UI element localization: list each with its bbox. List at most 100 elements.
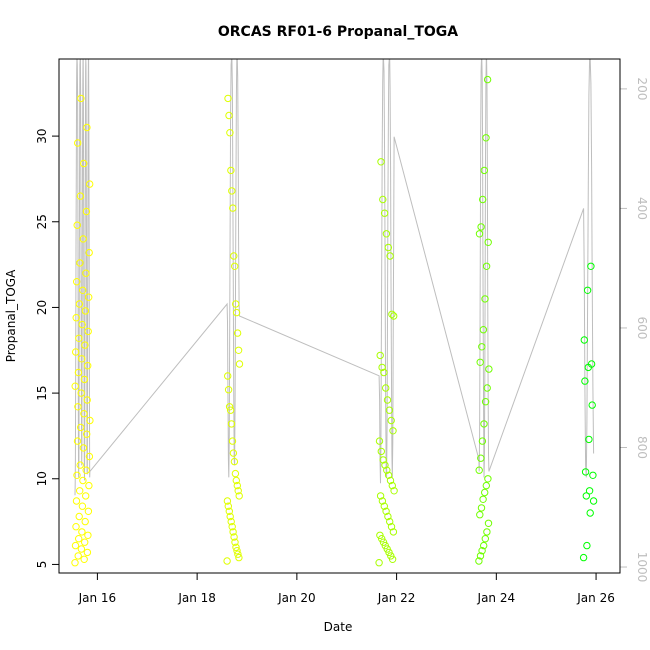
data-point	[380, 502, 388, 510]
data-point	[234, 550, 242, 558]
data-point	[379, 195, 387, 204]
data-point	[73, 221, 81, 229]
data-point	[79, 286, 87, 294]
data-point	[75, 535, 83, 543]
data-point	[481, 535, 489, 543]
data-point	[232, 476, 241, 485]
data-point	[77, 545, 86, 553]
data-point	[389, 427, 397, 435]
y-tick-label: 15	[35, 385, 49, 400]
data-point	[582, 492, 590, 500]
data-point	[232, 543, 240, 551]
data-point	[480, 420, 488, 428]
data-point	[384, 471, 393, 479]
data-point	[84, 362, 92, 370]
data-point	[76, 461, 84, 469]
data-point	[85, 248, 93, 257]
data-point	[83, 396, 91, 404]
data-point	[235, 360, 244, 368]
data-point	[387, 416, 395, 425]
data-point	[381, 461, 389, 469]
data-point	[478, 437, 487, 445]
data-point	[476, 552, 485, 560]
data-point	[377, 158, 385, 166]
y2-tick-label: 1000	[635, 552, 649, 583]
y-tick-label: 5	[35, 561, 49, 569]
data-point	[79, 476, 87, 485]
y2-tick-label: 200	[635, 77, 649, 100]
data-point	[80, 375, 89, 384]
data-point	[384, 512, 392, 521]
x-tick-label: Jan 24	[477, 591, 516, 605]
data-point	[77, 94, 85, 103]
data-point	[380, 209, 389, 217]
data-point	[479, 495, 487, 503]
data-point	[483, 384, 491, 392]
data-point	[484, 238, 492, 247]
data-point	[475, 557, 483, 565]
data-point	[72, 314, 80, 322]
data-point	[76, 192, 85, 200]
data-point	[382, 230, 391, 238]
data-point	[378, 497, 387, 505]
data-point	[385, 406, 394, 414]
data-point	[388, 481, 396, 490]
data-point	[78, 528, 86, 536]
data-point	[82, 466, 90, 474]
data-point	[475, 230, 484, 238]
data-point	[485, 365, 493, 373]
data-point	[481, 488, 489, 497]
data-point	[85, 293, 93, 301]
y-tick-label: 30	[35, 128, 49, 143]
data-point	[79, 444, 88, 452]
y-tick-label: 10	[35, 471, 49, 486]
x-tick-label: Jan 26	[576, 591, 615, 605]
data-point	[74, 403, 82, 411]
data-point	[74, 552, 82, 560]
data-point	[225, 507, 234, 515]
data-point	[386, 476, 395, 485]
data-point	[83, 548, 92, 557]
plot-frame	[58, 58, 621, 574]
data-point	[585, 435, 593, 444]
data-point	[484, 519, 493, 527]
data-point	[72, 348, 80, 356]
data-point	[229, 449, 238, 457]
x-tick-label: Jan 20	[277, 591, 316, 605]
x-tick-label: Jan 22	[377, 591, 416, 605]
data-point	[231, 469, 240, 478]
data-point	[482, 262, 491, 270]
data-point	[581, 468, 590, 476]
data-point	[478, 343, 486, 351]
data-point	[74, 368, 83, 377]
data-point	[84, 531, 92, 539]
data-point	[481, 398, 490, 406]
data-point	[71, 382, 79, 390]
data-point	[86, 180, 94, 188]
data-point	[226, 129, 234, 137]
data-point	[227, 420, 236, 428]
x-axis-label: Date	[324, 620, 353, 634]
y2-tick-label: 400	[635, 197, 649, 220]
data-point	[477, 504, 486, 512]
data-point	[228, 187, 236, 195]
data-point	[224, 386, 233, 394]
data-point	[80, 410, 88, 418]
data-point	[72, 497, 81, 505]
data-point	[587, 360, 596, 368]
data-point	[75, 334, 83, 342]
data-point	[482, 481, 490, 490]
data-point	[79, 235, 87, 243]
data-point	[583, 286, 592, 294]
data-point	[81, 307, 90, 315]
data-point	[380, 368, 388, 377]
data-point	[379, 456, 387, 464]
altitude-line	[74, 58, 595, 496]
data-point	[232, 300, 240, 308]
data-point	[73, 471, 81, 479]
data-point	[482, 134, 490, 142]
data-point	[587, 262, 595, 270]
data-point	[386, 252, 394, 260]
data-point	[71, 559, 79, 567]
